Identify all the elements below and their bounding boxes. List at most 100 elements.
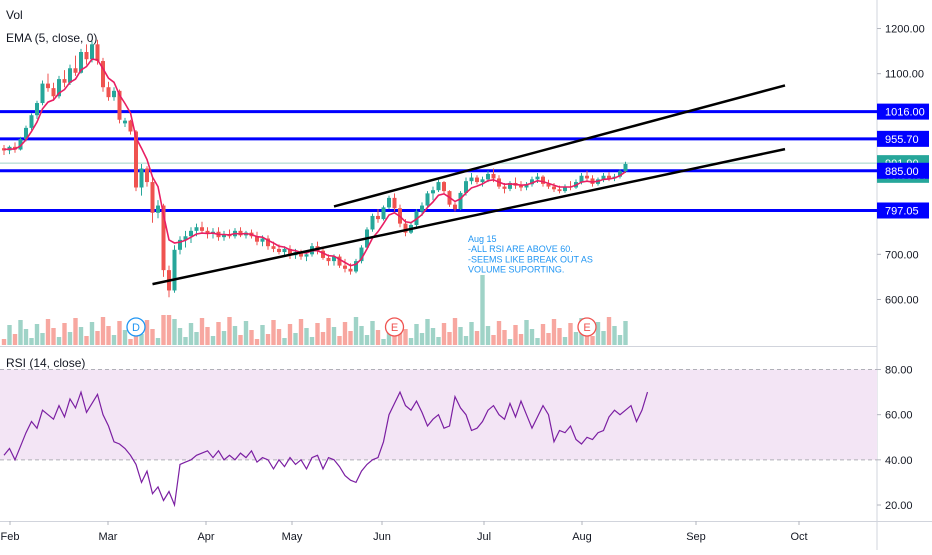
candle-body <box>348 268 353 272</box>
volume-bar <box>425 319 430 345</box>
candle-body <box>68 68 72 83</box>
candle-body <box>79 52 83 73</box>
volume-bar <box>221 331 227 345</box>
candle-body <box>183 236 188 240</box>
volume-bar <box>23 329 29 345</box>
volume-bar <box>106 326 111 345</box>
volume-bar <box>56 337 62 345</box>
volume-bar <box>562 337 568 345</box>
time-tick-label: Oct <box>790 531 807 543</box>
time-tick-label: Apr <box>197 531 214 543</box>
candle-body <box>266 238 270 247</box>
volume-bar <box>73 318 78 345</box>
volume-bar <box>568 323 573 345</box>
volume-bar <box>551 319 557 345</box>
rsi-tick-label: 20.00 <box>885 500 913 512</box>
candle-body <box>392 197 397 209</box>
volume-bar <box>414 324 419 345</box>
candle-body <box>24 127 28 140</box>
event-marker <box>126 317 146 337</box>
candle-body <box>123 120 127 124</box>
volume-bar <box>348 331 353 345</box>
candle-body <box>607 175 611 179</box>
rsi-tick-label: 40.00 <box>885 455 913 467</box>
event-marker-label: E <box>583 322 590 334</box>
volume-bar <box>227 317 232 345</box>
volume-bar <box>128 339 133 345</box>
legend-ema: EMA (5, close, 0) <box>6 31 98 45</box>
candle-body <box>563 186 567 192</box>
candle-body <box>524 184 529 188</box>
volume-bar <box>293 333 298 345</box>
volume-bar <box>469 322 474 345</box>
candle-body <box>150 182 155 213</box>
candle-body <box>139 168 144 188</box>
volume-bar <box>447 332 452 345</box>
volume-bar <box>337 336 342 345</box>
volume-bar <box>590 336 595 345</box>
candle-body <box>469 177 474 182</box>
volume-bar <box>172 319 177 345</box>
candle-body <box>519 185 523 188</box>
volume-bar <box>243 321 249 345</box>
candle-body <box>502 186 507 189</box>
candle-body <box>84 52 89 60</box>
volume-bar <box>326 318 331 345</box>
candle-body <box>161 205 166 271</box>
candle-body <box>238 230 243 236</box>
candle-body <box>106 87 111 98</box>
volume-bar <box>166 315 172 345</box>
volume-bar <box>430 328 436 345</box>
volume-bar <box>183 337 188 345</box>
volume-bar <box>84 336 89 345</box>
volume-bar <box>392 334 397 345</box>
candle-body <box>337 256 342 266</box>
time-tick-label: Aug <box>572 531 592 543</box>
trend-line <box>152 147 786 286</box>
volume-bar <box>540 324 546 345</box>
volume-bar <box>617 335 623 345</box>
candle-body <box>436 182 441 191</box>
time-tick-label: Feb <box>1 531 20 543</box>
volume-bar <box>375 330 381 345</box>
event-marker-label: E <box>391 322 398 334</box>
volume-bar <box>238 335 243 345</box>
volume-bar <box>216 322 221 345</box>
volume-bar <box>40 333 45 345</box>
volume-bar <box>359 326 364 345</box>
candle-body <box>343 265 347 269</box>
volume-bar <box>573 332 579 345</box>
volume-bar <box>496 321 502 345</box>
candle-body <box>381 207 386 220</box>
volume-bar <box>117 321 122 345</box>
volume-bar <box>95 331 100 345</box>
candle-body <box>442 182 446 192</box>
trend-line <box>333 84 786 208</box>
candle-body <box>590 178 595 184</box>
price-label-box <box>877 162 929 179</box>
candle-body <box>321 250 325 258</box>
candle-body <box>134 131 138 188</box>
candle-body <box>458 192 463 210</box>
volume-bar <box>177 328 183 345</box>
volume-bar <box>34 324 40 345</box>
candle-body <box>255 236 259 242</box>
volume-bar <box>408 338 414 345</box>
price-label-text: 955.70 <box>885 134 919 146</box>
volume-bar <box>199 318 205 345</box>
volume-bar <box>210 336 216 345</box>
volume-bar <box>67 332 73 345</box>
price-label-text: 885.00 <box>885 166 919 178</box>
candle-body <box>178 239 182 250</box>
volume-bar <box>601 331 606 345</box>
annotation-text: -SEEMS LIKE BREAK OUT AS <box>468 254 593 264</box>
candle-body <box>18 139 23 150</box>
candle-body <box>326 257 331 262</box>
volume-bar <box>364 335 370 345</box>
volume-bar <box>139 334 144 345</box>
volume-bar <box>502 330 507 345</box>
candle-body <box>117 90 122 120</box>
